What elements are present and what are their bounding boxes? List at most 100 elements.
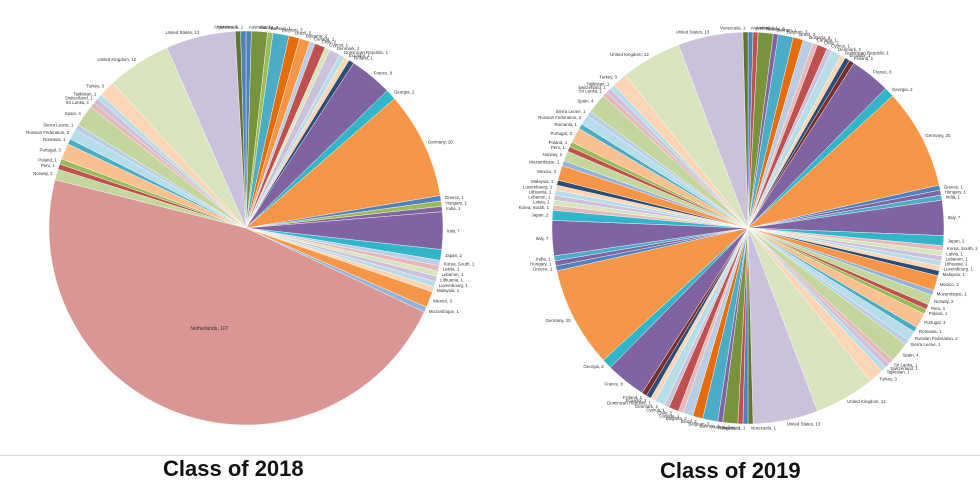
pie-label-1-greece-17: Greece, 1 bbox=[944, 184, 964, 189]
pie-label-0-sierra-leone-36: Sierra Leone, 1 bbox=[43, 123, 74, 128]
pie-label-0-tajikistan-40: Tajikistan, 1 bbox=[73, 91, 96, 96]
pie-label-1-brazil-50: Brazil, 2 bbox=[681, 419, 697, 424]
pie-label-1-ecuador-57: Ecuador, 1 bbox=[626, 398, 648, 403]
pie-label-0-malaysia-26: Malaysia, 1 bbox=[437, 288, 460, 293]
pie-label-1-italy-65: Italy, 7 bbox=[536, 236, 549, 241]
pie-label-0-venezuela-45: Venezuela, 1 bbox=[218, 25, 244, 30]
pie-label-0-austria-1: Austria, 3 bbox=[260, 25, 279, 30]
pie-label-1-peru-76: Peru, 1 bbox=[551, 145, 566, 150]
pie-label-1-switzerland-84: Switzerland, 1 bbox=[578, 85, 606, 90]
pie-label-1-spain-82: Spain, 4 bbox=[577, 99, 594, 104]
pie-label-1-canada-52: Canada, 1 bbox=[659, 413, 680, 418]
pie-label-1-lebanon-69: Lebanon, 1 bbox=[528, 195, 551, 200]
pie-label-0-denmark-9: Denmark, 2 bbox=[337, 46, 360, 51]
pie-label-0-portugal-33: Portugal, 3 bbox=[40, 147, 62, 152]
pie-label-1-tajikistan-40: Tajikistan, 1 bbox=[887, 370, 910, 375]
pie-label-1-romania-34: Romania, 1 bbox=[919, 329, 942, 334]
pie-label-1-peru-31: Peru, 1 bbox=[931, 306, 946, 311]
pie-label-1-sierra-leone-36: Sierra Leone, 1 bbox=[910, 342, 941, 347]
pie-label-1-finland-13: Finland, 1 bbox=[854, 56, 874, 61]
pie-label-0-lithuania-24: Lithuania, 1 bbox=[440, 278, 463, 283]
pie-label-1-russian-federation-80: Russian Federation, 2 bbox=[538, 115, 582, 120]
pie-label-1-mozambique-74: Mozambique, 1 bbox=[529, 159, 560, 164]
pie-label-0-japan-20: Japan, 2 bbox=[445, 253, 462, 258]
pie-label-1-poland-77: Poland, 1 bbox=[549, 140, 568, 145]
pie-label-1-japan-66: Japan, 2 bbox=[532, 213, 549, 218]
pie-label-1-portugal-78: Portugal, 3 bbox=[551, 131, 573, 136]
pie-label-0-latvia-22: Latvia, 1 bbox=[443, 267, 460, 272]
pie-label-1-sierra-leone-81: Sierra Leone, 1 bbox=[556, 109, 587, 114]
pie-label-1-hungary-63: Hungary, 1 bbox=[530, 262, 552, 267]
pie-label-1-turkey-41: Turkey, 3 bbox=[879, 377, 897, 382]
pie-label-0-korea-south-21: Korea, South, 1 bbox=[444, 261, 475, 266]
pie-label-0-mozambique-28: Mozambique, 1 bbox=[429, 309, 460, 314]
pie-label-1-luxembourg-71: Luxembourg, 1 bbox=[523, 184, 553, 189]
pie-slice-1-germany-61 bbox=[556, 227, 749, 361]
pie-label-0-poland-32: Poland, 1 bbox=[38, 158, 57, 163]
pie-label-0-romania-34: Romania, 1 bbox=[43, 137, 66, 142]
pie-label-1-germany-16: Germany, 20 bbox=[925, 133, 951, 138]
pie-label-1-bulgaria-6: Bulgaria, 2 bbox=[809, 35, 831, 40]
pie-label-1-norway-75: Norway, 2 bbox=[543, 152, 563, 157]
pie-label-1-romania-79: Romania, 1 bbox=[555, 122, 578, 127]
pie-label-1-austria-47: Austria, 3 bbox=[711, 425, 730, 430]
pie-label-0-ecuador-11: Ecuador, 1 bbox=[349, 53, 371, 58]
pie-label-1-mexico-73: Mexico, 3 bbox=[537, 169, 556, 174]
pie-label-0-lebanon-23: Lebanon, 1 bbox=[442, 272, 465, 277]
pie-slice-0-germany-15 bbox=[245, 98, 441, 229]
pie-label-1-mozambique-29: Mozambique, 1 bbox=[937, 292, 968, 297]
pie-label-1-dominican-republic-56: Dominican Republic, 1 bbox=[607, 400, 651, 405]
pie-label-1-russian-federation-35: Russian Federation, 2 bbox=[915, 336, 959, 341]
pie-label-0-georgia-14: Georgia, 2 bbox=[394, 89, 415, 94]
pie-label-1-georgia-60: Georgia, 2 bbox=[583, 364, 604, 369]
pie-label-1-portugal-33: Portugal, 3 bbox=[924, 320, 946, 325]
pie-label-1-denmark-55: Denmark, 2 bbox=[635, 404, 658, 409]
pie-label-0-bulgaria-5: Bulgaria, 2 bbox=[306, 34, 328, 39]
pie-label-0-russian-federation-35: Russian Federation, 2 bbox=[26, 130, 70, 135]
pie-label-1-mexico-28: Mexico, 3 bbox=[940, 282, 959, 287]
pie-label-1-cyprus-54: Cyprus, 1 bbox=[646, 407, 665, 412]
pie-slice-0-venezuela-45 bbox=[240, 30, 247, 229]
pie-slice-0-netherlands-29 bbox=[48, 179, 425, 426]
pie-label-0-greece-16: Greece, 1 bbox=[445, 195, 465, 200]
pie-label-0-canada-6: Canada, 1 bbox=[314, 36, 335, 41]
pie-label-0-sri-lanka-38: Sri Lanka, 1 bbox=[66, 100, 90, 105]
pie-label-0-india-18: India, 1 bbox=[446, 206, 461, 211]
pie-label-1-bahrain-48: Bahrain, 1 bbox=[699, 424, 720, 429]
pie-label-1-india-19: India, 1 bbox=[946, 195, 961, 200]
pie-label-1-germany-61: Germany, 20 bbox=[546, 318, 572, 323]
pie-label-1-greece-62: Greece, 1 bbox=[533, 267, 553, 272]
pie-label-1-switzerland-39: Switzerland, 1 bbox=[890, 366, 918, 371]
pie-label-1-united-states-43: United States, 13 bbox=[787, 422, 821, 427]
pie-chart-2018-panel: Australia, 1 Austria, 3 Bahrain, 1 Belgium,… bbox=[26, 25, 475, 426]
pie-label-1-australia-46: Australia, 1 bbox=[718, 425, 741, 430]
pie-label-1-india-64: India, 1 bbox=[536, 257, 551, 262]
pie-label-1-chile-53: Chile, 2 bbox=[657, 411, 672, 416]
pie-label-0-turkey-41: Turkey, 3 bbox=[86, 83, 104, 88]
pie-label-0-chile-7: Chile, 2 bbox=[322, 39, 337, 44]
divider-2018 bbox=[0, 455, 500, 456]
pie-label-1-dominican-republic-11: Dominican Republic, 1 bbox=[845, 51, 889, 56]
pie-label-0-cyprus-8: Cyprus, 1 bbox=[329, 43, 348, 48]
pie-label-1-chile-8: Chile, 2 bbox=[824, 41, 839, 46]
pie-label-1-spain-37: Spain, 4 bbox=[903, 353, 920, 358]
pie-label-1-united-kingdom-42: United Kingdom, 12 bbox=[847, 399, 886, 404]
pie-label-0-france-13: France, 8 bbox=[374, 70, 393, 75]
pie-label-0-peru-31: Peru, 1 bbox=[41, 163, 56, 168]
pie-label-1-finland-58: Finland, 1 bbox=[623, 395, 643, 400]
chart-title-2019: Class of 2019 bbox=[660, 458, 801, 483]
pie-slice-1-venezuela-89 bbox=[742, 31, 749, 229]
pie-label-0-germany-15: Germany, 20 bbox=[428, 140, 454, 145]
pie-label-1-hungary-18: Hungary, 1 bbox=[945, 189, 967, 194]
pie-label-1-ecuador-12: Ecuador, 1 bbox=[850, 53, 872, 58]
pie-label-1-sri-lanka-38: Sri Lanka, 1 bbox=[894, 362, 918, 367]
pie-label-0-united-kingdom-42: United Kingdom, 12 bbox=[98, 57, 137, 62]
pie-label-1-france-59: France, 8 bbox=[604, 382, 623, 387]
pie-label-1-latvia-23: Latvia, 1 bbox=[946, 251, 963, 256]
pie-label-0-belgium-3: Belgium, 3 bbox=[282, 28, 303, 33]
pie-label-0-norway-30: Norway, 2 bbox=[33, 171, 53, 176]
pie-label-1-norway-30: Norway, 2 bbox=[934, 299, 954, 304]
pie-slice-1-germany-16 bbox=[747, 95, 940, 229]
pie-label-1-korea-south-67: Korea, South, 1 bbox=[519, 205, 550, 210]
